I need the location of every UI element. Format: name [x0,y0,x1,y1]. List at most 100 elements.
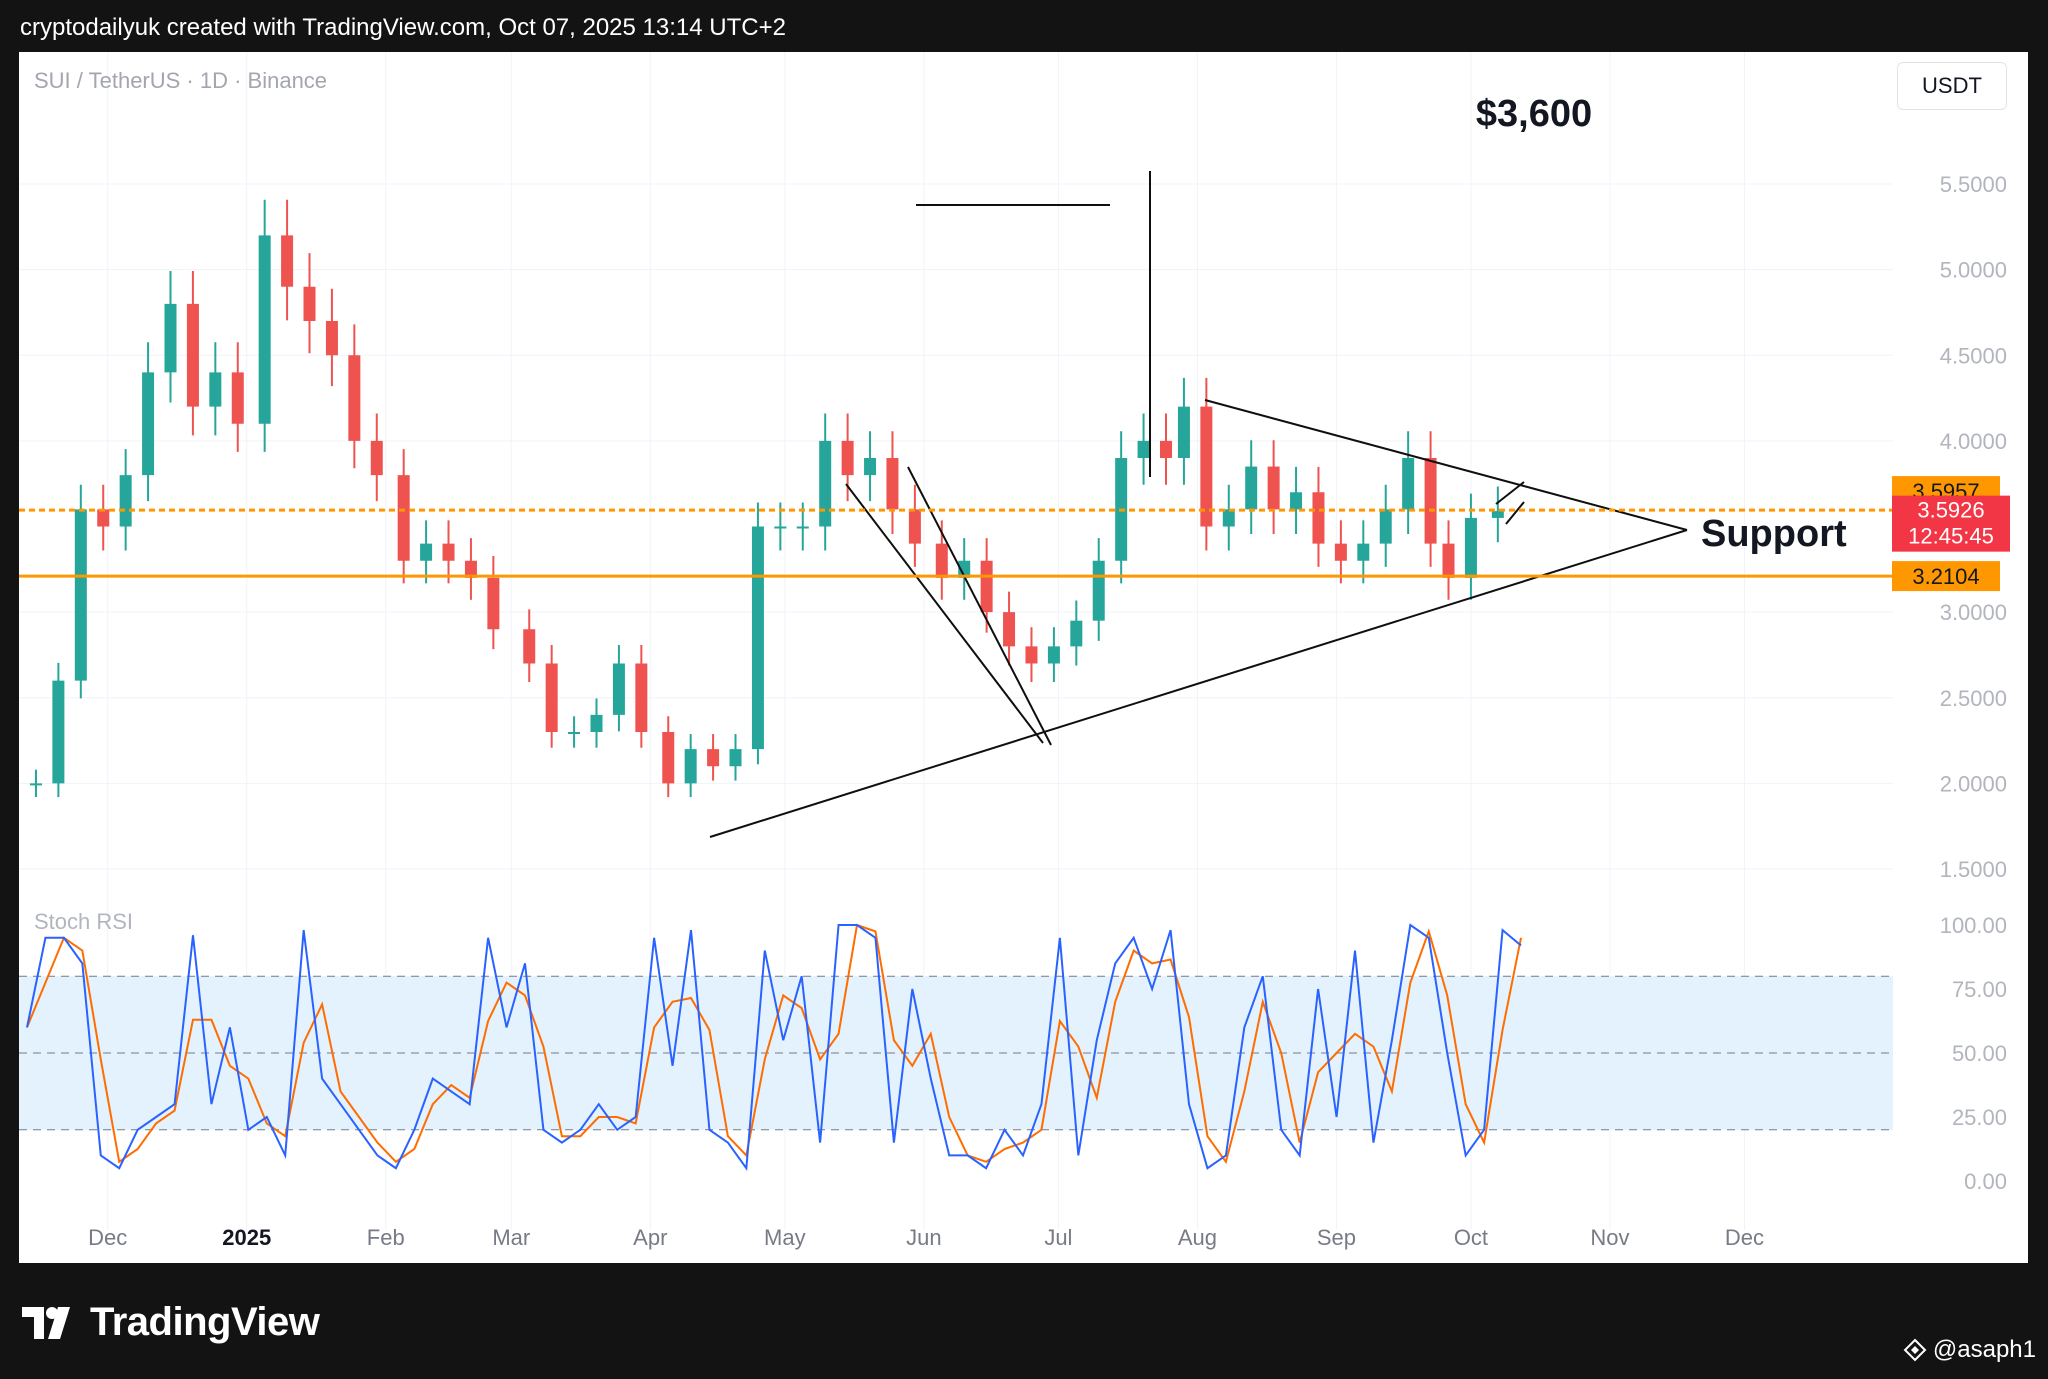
candle-body [523,629,536,664]
time-tick-label: 2025 [222,1225,271,1250]
price-tick-label: 2.0000 [1940,771,2007,796]
time-tick-label: Sep [1317,1225,1356,1250]
candle-body [231,372,244,424]
candle-body [774,526,787,529]
price-tick-label: 3.0000 [1940,600,2007,625]
target-annotation: $3,600 [1476,93,1592,135]
level-tag [1892,561,2000,592]
candle-body [119,475,132,527]
candle-body [751,526,764,750]
stoch-lines [26,923,1522,1171]
price-tick-label: 1.5000 [1940,857,2007,882]
axes: 5.5000 5.0000 4.5000 4.0000 3.0000 2.5000 2.00… [88,172,2007,1250]
candle-body [303,286,316,321]
time-tick-label: Dec [1725,1225,1764,1250]
candle-body [487,577,500,630]
price-tick-label: 4.5000 [1940,343,2007,368]
candle-body [29,783,42,786]
candle-body [1222,509,1235,527]
support-trendline [709,529,1688,838]
candle-body [1312,492,1325,544]
stoch-tick-label: 25.00 [1952,1105,2007,1130]
price-tick-label: 4.0000 [1940,429,2007,454]
stoch-band [19,975,1893,1131]
candle-body [1160,440,1173,458]
time-tick-label: Dec [88,1225,127,1250]
candle-body [935,543,948,578]
stoch-tick-label: 75.00 [1952,977,2007,1002]
candle-body [886,458,899,510]
candle-body [420,543,433,561]
candle-body [729,749,742,767]
tradingview-brand: TradingView [90,1300,320,1344]
candle-body [1137,440,1150,458]
candle-body [707,749,720,767]
watermark: @asaph1 [1903,1336,2036,1364]
currency-button[interactable]: USDT [1897,62,2007,110]
candle-body [1290,492,1303,510]
candle-body [1025,646,1038,664]
stoch-label: Stoch RSI [34,909,133,934]
tradingview-logo-icon [22,1306,70,1339]
candle-body [97,509,110,527]
time-tick-label: Aug [1178,1225,1217,1250]
flag-lower [1505,501,1525,525]
candle-body [1047,646,1060,664]
time-tick-label: Feb [367,1225,405,1250]
last-price-tag [1892,495,2010,552]
last-price-countdown: 12:45:45 [1908,524,1994,549]
candle-body [1491,511,1504,518]
resistance-trendline [1204,399,1688,531]
candle-body [796,526,809,529]
stoch-k-line [26,923,1522,1171]
price-tick-label: 2.5000 [1940,686,2007,711]
candle-body [186,303,199,407]
stoch-tick-label: 100.00 [1940,913,2007,938]
price-tick-label: 5.0000 [1940,258,2007,283]
time-tick-label: Jun [906,1225,941,1250]
chart-area[interactable]: 5.5000 5.0000 4.5000 4.0000 3.0000 2.5000 2.00… [19,52,2028,1263]
candle-body [635,663,648,732]
candle-body [1442,543,1455,578]
channel-lower [845,483,1044,744]
candle-body [209,372,222,407]
candle-body [1402,458,1415,510]
chart-svg[interactable]: 5.5000 5.0000 4.5000 4.0000 3.0000 2.5000 2.00… [19,52,2028,1263]
candle-body [164,303,177,373]
candle-body [142,372,155,476]
candle-body [442,543,455,561]
candle-body [1267,466,1280,510]
candle-body [819,440,832,527]
candle-body [662,732,675,784]
candle-body [1464,517,1477,578]
candle-body [1092,560,1105,621]
candle-body [958,560,971,578]
drawings [709,171,1688,838]
flag-upper [1495,481,1525,505]
candle-body [568,732,581,734]
time-tick-label: May [764,1225,806,1250]
time-tick-label: Mar [492,1225,530,1250]
support-annotation: Support [1701,513,1847,555]
labels: Stoch RSI3.59573.21043.592612:45:45$3,60… [19,93,2010,934]
candle-body [1200,406,1213,527]
time-tick-label: Apr [633,1225,667,1250]
candle-body [1070,620,1083,647]
candle-body [864,458,877,476]
candle-body [545,663,558,732]
candle-body [980,560,993,613]
time-tick-label: Oct [1454,1225,1488,1250]
candle-body [52,680,65,784]
candle-body [325,321,338,356]
stoch-tick-label: 50.00 [1952,1041,2007,1066]
time-tick-label: Nov [1590,1225,1629,1250]
symbol-label: SUI / TetherUS · 1D · Binance [34,68,328,93]
tradingview-logo[interactable]: TradingView [22,1300,320,1345]
channel-upper [907,466,1052,746]
candle-body [1245,466,1258,510]
candle-body [258,235,271,424]
chart-header: cryptodailyuk created with TradingView.c… [20,14,786,41]
level-tag-label: 3.2104 [1912,564,1979,589]
candle-body [397,475,410,561]
candle-body [841,440,854,476]
